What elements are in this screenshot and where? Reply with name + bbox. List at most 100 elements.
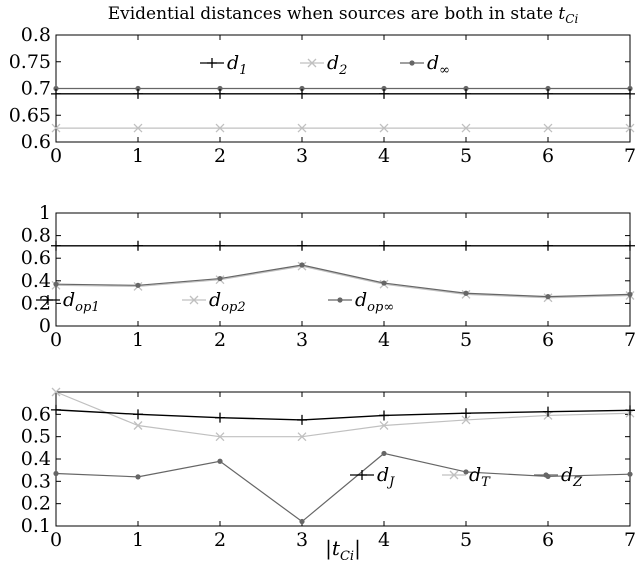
- x-axis-label: |tCi|: [325, 536, 361, 564]
- data-point-dop∞: [463, 291, 468, 296]
- y-tick-label: 0.3: [21, 470, 51, 492]
- chart-title: Evidential distances when sources are bo…: [108, 4, 579, 26]
- data-point-d1: [461, 89, 471, 99]
- x-tick-label: 0: [50, 329, 62, 351]
- data-point-dop∞: [217, 276, 222, 281]
- x-tick-label: 4: [378, 145, 390, 167]
- legend-label: dop2: [209, 289, 246, 315]
- data-point-dJ: [215, 413, 225, 423]
- x-tick-label: 5: [460, 145, 472, 167]
- x-tick-label: 3: [296, 145, 308, 167]
- legend-label: dT: [469, 464, 491, 490]
- y-tick-label: 0.8: [21, 24, 51, 46]
- legend-entry-dZ: dZ: [534, 464, 583, 490]
- data-point-dJ: [379, 410, 389, 420]
- x-tick-label: 1: [132, 529, 144, 551]
- data-point-d1: [215, 89, 225, 99]
- legend-label: dJ: [377, 464, 395, 490]
- data-point-dop∞: [627, 292, 632, 297]
- data-point-dZ: [299, 519, 304, 524]
- x-tick-label: 3: [296, 329, 308, 351]
- y-tick-label: 1: [39, 202, 51, 224]
- x-tick-label: 7: [624, 145, 636, 167]
- data-point-dop1: [379, 241, 389, 251]
- x-tick-label: 5: [460, 329, 472, 351]
- data-point-d1: [297, 89, 307, 99]
- data-point-dZ: [463, 469, 468, 474]
- legend-label: d∞: [427, 52, 450, 78]
- y-tick-label: 0.65: [9, 104, 51, 126]
- y-tick-label: 0.4: [21, 270, 51, 292]
- legend-marker: [357, 470, 367, 480]
- data-point-dop1: [51, 241, 61, 251]
- chart-panel-3: 0.10.20.30.40.50.6 0 1 2 3 4 5 6 7 dJ dT dZ |tCi|: [21, 388, 636, 564]
- x-tick-label: 0: [50, 529, 62, 551]
- data-point-d1: [133, 89, 143, 99]
- legend-entry-d∞: d∞: [400, 52, 450, 78]
- x-tick-label: 1: [132, 329, 144, 351]
- data-point-dop∞: [545, 294, 550, 299]
- y-tick-label: 0.7: [21, 78, 51, 100]
- legend-label: dop1: [63, 289, 100, 315]
- x-tick-label: 5: [460, 529, 472, 551]
- data-point-d1: [379, 89, 389, 99]
- plot-frame: [56, 213, 630, 326]
- series-line-dop2: [56, 266, 630, 298]
- x-tick-label: 1: [132, 145, 144, 167]
- data-point-dop1: [625, 241, 635, 251]
- y-tick-label: 0.1: [21, 515, 51, 537]
- x-tick-label: 6: [542, 529, 554, 551]
- legend-entry-dop2: dop2: [182, 289, 246, 315]
- y-tick-label: 0.8: [21, 225, 51, 247]
- x-tick-label: 7: [624, 329, 636, 351]
- x-tick-label: 6: [542, 329, 554, 351]
- legend-entry-dJ: dJ: [350, 464, 395, 490]
- y-tick-label: 0.75: [9, 51, 51, 73]
- x-tick-label: 4: [378, 529, 390, 551]
- x-tick-label: 2: [214, 145, 226, 167]
- x-tick-label: 6: [542, 145, 554, 167]
- legend-label: dop∞: [355, 289, 394, 315]
- data-point-dZ: [53, 471, 58, 476]
- data-point-dJ: [133, 409, 143, 419]
- y-tick-label: 0.2: [21, 493, 51, 515]
- series-line-dZ: [56, 453, 630, 521]
- data-point-dZ: [381, 451, 386, 456]
- data-point-dop∞: [381, 280, 386, 285]
- data-point-dop∞: [53, 282, 58, 287]
- y-tick-label: 0.6: [21, 403, 51, 425]
- legend-marker: [337, 297, 342, 302]
- x-tick-label: 0: [50, 145, 62, 167]
- data-point-dop∞: [135, 283, 140, 288]
- data-point-dop∞: [299, 262, 304, 267]
- x-tick-label: 7: [624, 529, 636, 551]
- chart-panel-1: 0.6 0.65 0.7 0.75 0.8 0 1 2 3 4 5 6 7 d1 d2 d∞: [9, 24, 636, 167]
- legend-entry-d1: d1: [200, 52, 247, 78]
- x-tick-label: 2: [214, 529, 226, 551]
- legend-marker: [409, 60, 414, 65]
- data-point-dZ: [217, 459, 222, 464]
- x-tick-label: 4: [378, 329, 390, 351]
- x-tick-label: 3: [296, 529, 308, 551]
- series-line-dop∞: [56, 265, 630, 297]
- legend-label: d2: [327, 52, 347, 78]
- legend-label: dZ: [561, 464, 583, 490]
- x-tick-label: 2: [214, 329, 226, 351]
- y-tick-label: 0.2: [21, 292, 51, 314]
- y-tick-label: 0.6: [21, 247, 51, 269]
- data-point-d1: [543, 89, 553, 99]
- legend-entry-dop∞: dop∞: [328, 289, 394, 315]
- data-point-dZ: [627, 472, 632, 477]
- legend-entry-d2: d2: [300, 52, 347, 78]
- data-point-dop1: [543, 241, 553, 251]
- y-tick-label: 0.6: [21, 131, 51, 153]
- legend-marker: [207, 58, 217, 68]
- y-tick-label: 0.5: [21, 426, 51, 448]
- legend-marker: [543, 472, 548, 477]
- data-point-dop1: [133, 241, 143, 251]
- data-point-dJ: [51, 405, 61, 415]
- data-point-dZ: [135, 474, 140, 479]
- y-tick-label: 0.4: [21, 448, 51, 470]
